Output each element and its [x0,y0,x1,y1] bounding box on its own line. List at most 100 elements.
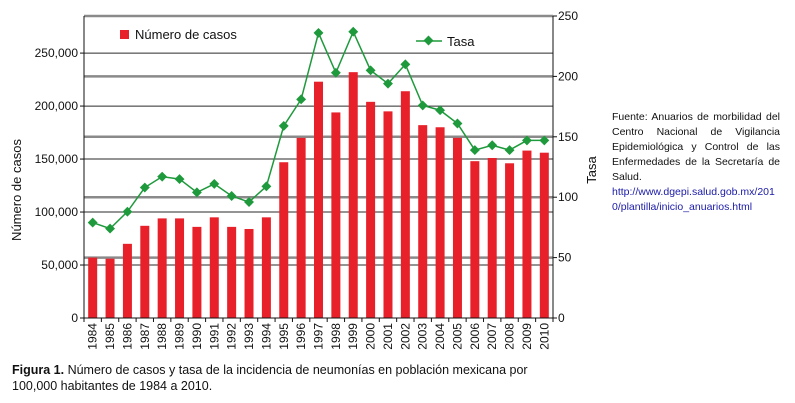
bar-2000 [366,101,376,319]
x-tick-label-2003: 2003 [416,323,430,350]
x-axis-ticks: 1984 1985 1986 1987 1988 1989 1990 1991 1992 1993… [83,318,554,350]
legend-bar-label: Número de casos [135,27,237,42]
caption-text: Número de casos y tasa de la incidencia … [12,363,528,393]
x-tick-label-1995: 1995 [277,323,291,350]
bar-1989 [175,218,185,318]
bar-series [88,72,549,319]
chart: 0 50,000 100,000 150,000 200,000 250,000 0 50 1… [9,9,599,350]
point-tasa-2010 [539,135,550,146]
legend-line-marker [423,35,434,46]
point-tasa-2007 [487,140,498,151]
y-tick-label-50,000: 50,000 [41,258,78,272]
point-tasa-1990 [191,187,202,198]
bar-1987 [140,225,150,318]
source-text: Fuente: Anuarios de morbilidad del Centr… [612,111,780,183]
point-tasa-2006 [469,145,480,156]
bar-1998 [331,112,341,318]
bar-2008 [505,163,515,318]
left-axis-ticks: 0 50,000 100,000 150,000 200,000 250,000 [35,46,84,325]
point-tasa-1984 [87,217,98,228]
y-tick-label-100,000: 100,000 [35,205,79,219]
x-tick-label-1996: 1996 [294,323,308,350]
source-link[interactable]: http://www.dgepi.salud.gob.mx/2010/plant… [612,186,775,213]
bar-1999 [348,72,358,318]
bar-1993 [244,228,254,318]
x-tick-label-1991: 1991 [207,323,221,350]
bar-2010 [539,152,549,318]
x-tick-label-1984: 1984 [86,323,100,350]
x-tick-label-1987: 1987 [138,323,152,350]
x-tick-label-1993: 1993 [242,323,256,350]
x-tick-label-2006: 2006 [468,323,482,350]
y-right-tick-label-250: 250 [558,9,578,23]
bar-2001 [383,111,393,318]
bar-1990 [192,226,202,318]
point-tasa-2003 [417,100,428,111]
bar-1988 [157,218,167,318]
x-tick-label-1998: 1998 [329,323,343,350]
bar-2003 [418,125,428,318]
point-tasa-2009 [521,135,532,146]
y-right-tick-label-200: 200 [558,69,578,83]
y-tick-label-200,000: 200,000 [35,99,79,113]
bar-1992 [227,226,237,318]
point-tasa-1995 [278,120,289,131]
bar-1994 [261,217,271,318]
legend: Número de casos Tasa [120,27,475,49]
y-axis-right-title: Tasa [584,156,599,184]
bar-1991 [209,217,219,318]
x-tick-label-1990: 1990 [190,323,204,350]
x-tick-label-1999: 1999 [346,323,360,350]
y-right-tick-label-100: 100 [558,190,578,204]
point-tasa-1994 [261,181,272,192]
figure-caption: Figura 1. Número de casos y tasa de la i… [12,362,572,394]
point-tasa-1988 [157,171,168,182]
right-axis-ticks: 0 50 100 150 200 250 [553,9,578,325]
point-tasa-1989 [174,174,185,185]
x-tick-label-2000: 2000 [364,323,378,350]
y-axis-title: Número de casos [9,139,24,241]
point-tasa-1997 [313,27,324,38]
point-tasa-1987 [139,182,150,193]
bar-1996 [296,137,306,318]
point-tasa-1993 [244,197,254,207]
point-tasa-1999 [348,26,359,37]
x-tick-label-2002: 2002 [398,323,412,350]
bar-2009 [522,150,532,318]
bar-2006 [470,161,480,318]
y-tick-label-0: 0 [71,311,78,325]
point-tasa-2008 [504,145,515,156]
point-tasa-1985 [105,223,116,234]
x-tick-label-1994: 1994 [259,323,273,350]
x-tick-label-1986: 1986 [120,323,134,350]
y-right-tick-label-50: 50 [558,251,572,265]
x-tick-label-2010: 2010 [537,323,551,350]
x-tick-label-1997: 1997 [312,323,326,350]
bar-1995 [279,162,289,318]
caption-label: Figura 1. [12,363,65,377]
y-right-tick-label-0: 0 [558,311,565,325]
bar-2004 [435,127,445,319]
x-tick-label-2007: 2007 [485,323,499,350]
x-tick-label-2005: 2005 [450,323,464,350]
point-tasa-1992 [226,191,237,201]
legend-bar-swatch [120,30,129,39]
legend-line-label: Tasa [447,34,475,49]
point-tasa-1996 [296,94,307,105]
x-tick-label-1985: 1985 [103,323,117,350]
axes [83,16,554,319]
bar-2005 [452,137,462,318]
x-tick-label-1988: 1988 [155,323,169,350]
point-tasa-1986 [122,206,133,217]
y-right-tick-label-150: 150 [558,130,578,144]
point-tasa-1991 [209,178,220,189]
x-tick-label-1992: 1992 [225,323,239,350]
source-note: Fuente: Anuarios de morbilidad del Centr… [612,110,780,215]
bar-1986 [122,243,132,318]
bar-1984 [88,257,98,318]
bar-1997 [314,81,323,318]
y-tick-label-150,000: 150,000 [35,152,79,166]
x-tick-label-2001: 2001 [381,323,395,350]
x-tick-label-2004: 2004 [433,323,447,350]
x-tick-label-2008: 2008 [503,323,517,350]
